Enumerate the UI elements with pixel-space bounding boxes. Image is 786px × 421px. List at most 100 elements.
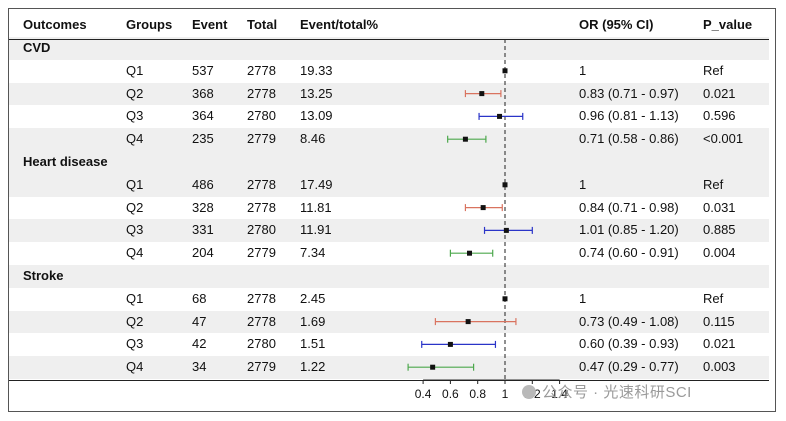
table-cell-p-value: 0.031 bbox=[703, 199, 736, 215]
table-cell-group: Q3 bbox=[126, 222, 144, 238]
table-cell-event: 331 bbox=[192, 222, 214, 238]
table-cell-group: Q4 bbox=[126, 131, 144, 147]
or-point bbox=[502, 68, 508, 74]
table-cell-or-ci: 0.96 (0.81 - 1.13) bbox=[579, 108, 679, 124]
table-cell-group: Q1 bbox=[126, 176, 144, 192]
table-cell-event: 328 bbox=[192, 199, 214, 215]
group-band bbox=[9, 265, 769, 288]
table-cell-p-value: 0.021 bbox=[703, 336, 736, 352]
or-point bbox=[479, 91, 485, 97]
table-cell-pct: 17.49 bbox=[300, 176, 333, 192]
watermark: 公众号 · 光速科研SCI bbox=[522, 381, 692, 402]
table-cell-event: 68 bbox=[192, 290, 207, 306]
row-band bbox=[9, 82, 769, 106]
table-cell-group: Q2 bbox=[126, 313, 144, 329]
table-cell-group: Q2 bbox=[126, 199, 144, 215]
x-axis-tick-label: 0.8 bbox=[469, 387, 486, 401]
table-cell-or-ci: 0.74 (0.60 - 0.91) bbox=[579, 245, 679, 261]
or-point bbox=[465, 319, 471, 325]
table-cell-pct: 13.09 bbox=[300, 108, 333, 124]
table-cell-or-ci: 0.71 (0.58 - 0.86) bbox=[579, 131, 679, 147]
table-cell-or-ci: 1 bbox=[579, 176, 587, 192]
table-cell-p-value: Ref bbox=[703, 176, 724, 192]
table-cell-or-ci: 0.47 (0.29 - 0.77) bbox=[579, 359, 679, 375]
or-point bbox=[480, 205, 486, 211]
table-cell-event: 368 bbox=[192, 85, 214, 101]
header-outcomes: Outcomes bbox=[23, 17, 87, 32]
or-point bbox=[502, 182, 508, 188]
row-band bbox=[9, 219, 769, 243]
header-event-total: Event/total% bbox=[300, 17, 379, 32]
table-cell-group: Q4 bbox=[126, 245, 144, 261]
table-cell-event: 42 bbox=[192, 336, 207, 352]
table-cell-p-value: 0.885 bbox=[703, 222, 736, 238]
header-groups: Groups bbox=[126, 17, 173, 32]
row-band bbox=[9, 310, 769, 334]
table-cell-event: 47 bbox=[192, 313, 207, 329]
or-point bbox=[503, 227, 509, 233]
table-cell-pct: 7.34 bbox=[300, 245, 326, 261]
table-cell-group: Q3 bbox=[126, 108, 144, 124]
table-cell-group: Q1 bbox=[126, 62, 144, 78]
table-cell-total: 2779 bbox=[247, 245, 276, 261]
table-cell-pct: 1.51 bbox=[300, 336, 326, 352]
table-cell-p-value: 0.596 bbox=[703, 108, 736, 124]
table-cell-total: 2778 bbox=[247, 85, 276, 101]
table-cell-total: 2778 bbox=[247, 313, 276, 329]
table-cell-or-ci: 1 bbox=[579, 62, 587, 78]
group-band bbox=[9, 151, 769, 174]
table-cell-event: 204 bbox=[192, 245, 214, 261]
table-cell-p-value: Ref bbox=[703, 62, 724, 78]
table-cell-pct: 2.45 bbox=[300, 290, 326, 306]
table-cell-group: Q1 bbox=[126, 290, 144, 306]
table-cell-p-value: <0.001 bbox=[703, 131, 744, 147]
table-cell-or-ci: 1 bbox=[579, 290, 587, 306]
table-cell-total: 2778 bbox=[247, 199, 276, 215]
table-cell-total: 2778 bbox=[247, 290, 276, 306]
table-cell-total: 2778 bbox=[247, 176, 276, 192]
table-cell-or-ci: 1.01 (0.85 - 1.20) bbox=[579, 222, 679, 238]
group-label: CVD bbox=[23, 40, 51, 55]
group-band bbox=[9, 37, 769, 60]
table-cell-or-ci: 0.84 (0.71 - 0.98) bbox=[579, 199, 679, 215]
x-axis-tick-label: 1 bbox=[502, 387, 509, 401]
x-axis-tick-label: 0.6 bbox=[442, 387, 459, 401]
table-cell-p-value: Ref bbox=[703, 290, 724, 306]
table-cell-or-ci: 0.73 (0.49 - 1.08) bbox=[579, 313, 679, 329]
header-or-ci: OR (95% CI) bbox=[579, 17, 654, 32]
header-total: Total bbox=[247, 17, 278, 32]
header-p-value: P_value bbox=[703, 17, 753, 32]
table-cell-total: 2780 bbox=[247, 108, 276, 124]
table-cell-group: Q3 bbox=[126, 336, 144, 352]
or-point bbox=[502, 296, 508, 302]
x-axis-tick-label: 1.4 bbox=[551, 387, 568, 401]
table-cell-total: 2778 bbox=[247, 62, 276, 78]
or-point bbox=[462, 136, 468, 142]
or-point bbox=[430, 364, 436, 370]
table-cell-p-value: 0.115 bbox=[703, 313, 735, 329]
row-band bbox=[9, 128, 769, 151]
table-cell-pct: 13.25 bbox=[300, 85, 333, 101]
table-cell-pct: 11.91 bbox=[300, 222, 332, 238]
row-band bbox=[9, 173, 769, 197]
forest-plot: 0.40.60.811.21.4 bbox=[407, 39, 568, 401]
table-cell-total: 2779 bbox=[247, 359, 276, 375]
table-cell-total: 2779 bbox=[247, 131, 276, 147]
table-cell-pct: 8.46 bbox=[300, 131, 326, 147]
table-cell-pct: 19.33 bbox=[300, 62, 333, 78]
table-cell-event: 486 bbox=[192, 176, 214, 192]
group-label: Stroke bbox=[23, 268, 64, 283]
table-cell-event: 235 bbox=[192, 131, 214, 147]
or-point bbox=[497, 113, 503, 119]
table-cell-total: 2780 bbox=[247, 222, 276, 238]
watermark-text: 公众号 · 光速科研SCI bbox=[542, 384, 692, 401]
header-rule bbox=[9, 39, 769, 40]
table-cell-group: Q2 bbox=[126, 85, 144, 101]
header-event: Event bbox=[192, 17, 228, 32]
row-band bbox=[9, 356, 769, 379]
table-cell-event: 364 bbox=[192, 108, 214, 124]
table-cell-or-ci: 0.60 (0.39 - 0.93) bbox=[579, 336, 679, 352]
or-point bbox=[467, 250, 473, 256]
table-cell-pct: 1.69 bbox=[300, 313, 326, 329]
table-cell-group: Q4 bbox=[126, 359, 144, 375]
